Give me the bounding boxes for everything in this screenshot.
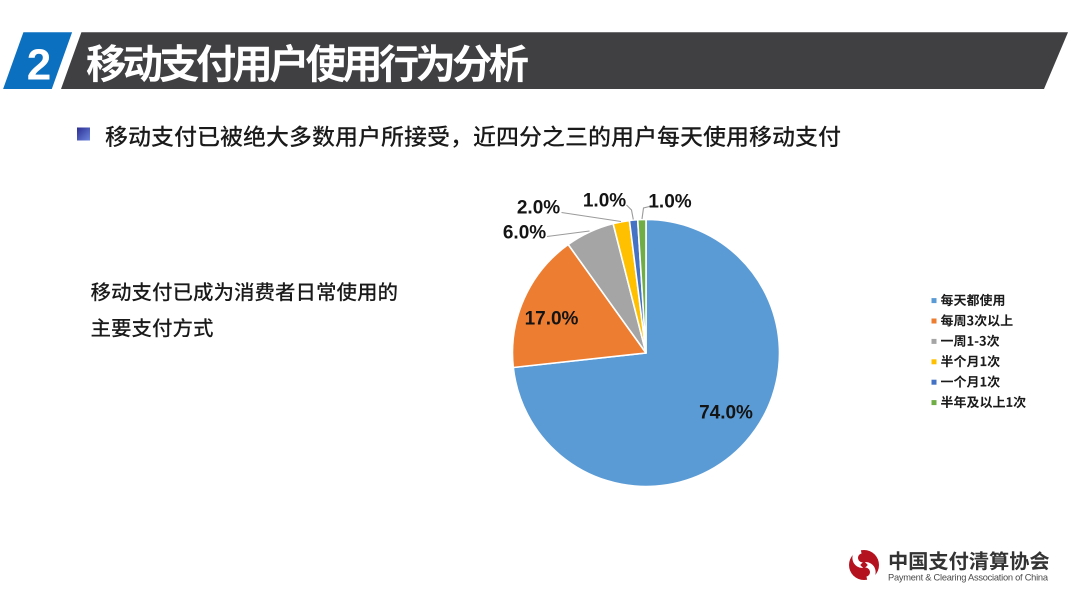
svg-text:1.0%: 1.0% (583, 191, 626, 212)
svg-text:1.0%: 1.0% (648, 192, 691, 213)
svg-text:17.0%: 17.0% (525, 309, 579, 330)
svg-text:2.0%: 2.0% (517, 198, 560, 219)
svg-text:74.0%: 74.0% (699, 403, 753, 424)
svg-text:6.0%: 6.0% (503, 223, 546, 244)
svg-text:2: 2 (27, 40, 51, 89)
svg-text:Payment & Clearing Association: Payment & Clearing Association of China (888, 573, 1049, 583)
